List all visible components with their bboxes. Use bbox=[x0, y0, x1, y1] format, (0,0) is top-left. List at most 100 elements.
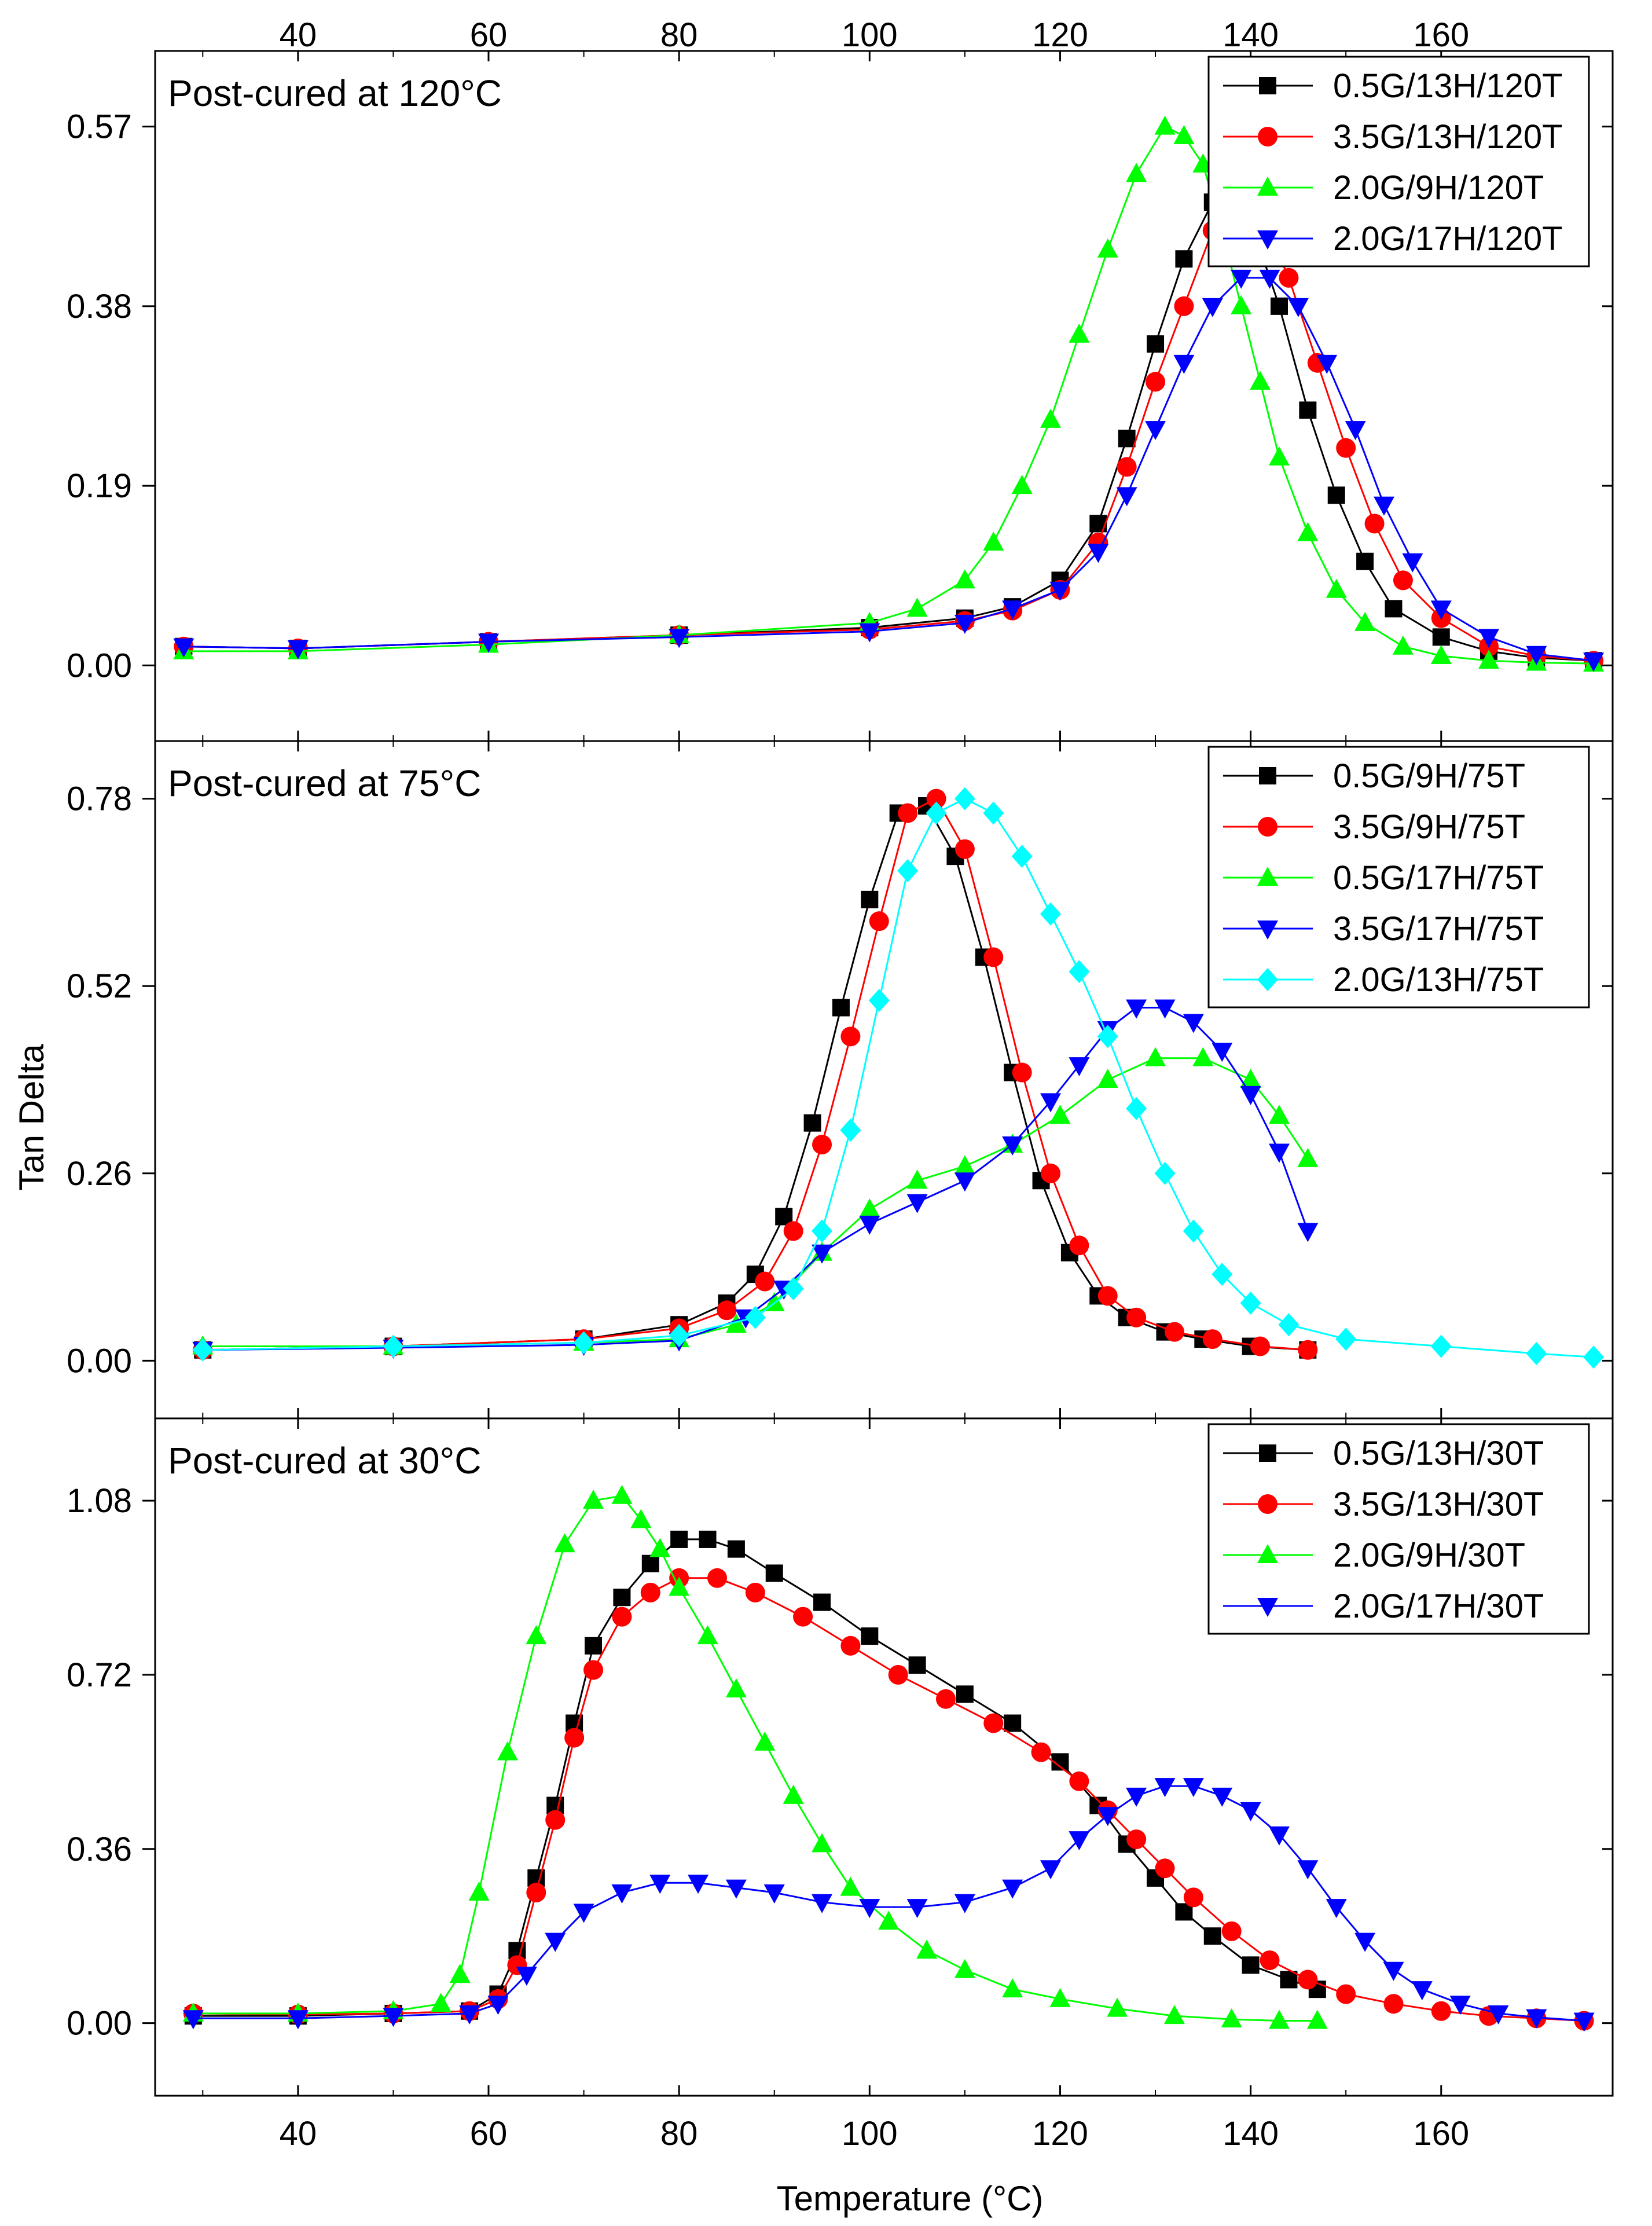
data-point bbox=[1069, 1057, 1090, 1077]
data-point bbox=[812, 1244, 833, 1264]
data-point bbox=[1268, 2009, 1290, 2029]
data-point bbox=[1041, 1163, 1061, 1183]
legend-marker bbox=[1257, 921, 1278, 940]
data-point bbox=[906, 597, 928, 617]
data-point bbox=[1126, 1829, 1147, 1850]
legend-marker bbox=[1257, 1598, 1278, 1617]
data-point bbox=[1202, 1329, 1223, 1349]
series-0.5G/13H/30T bbox=[184, 1530, 1326, 2025]
data-point bbox=[612, 1607, 632, 1627]
data-point bbox=[1049, 1105, 1071, 1124]
data-point bbox=[573, 1904, 594, 1923]
data-point bbox=[1126, 1097, 1147, 1120]
x-axis-title: Temperature (°C) bbox=[777, 2179, 1044, 2218]
data-point bbox=[1270, 297, 1288, 315]
data-point bbox=[497, 1741, 518, 1761]
data-point bbox=[793, 1607, 813, 1627]
x-tick-label: 160 bbox=[1413, 2115, 1469, 2152]
data-point bbox=[954, 569, 975, 589]
data-point bbox=[906, 1194, 928, 1213]
data-point bbox=[468, 1882, 490, 1901]
data-point bbox=[1336, 438, 1356, 458]
data-point bbox=[1012, 1062, 1032, 1083]
data-point bbox=[954, 614, 975, 634]
data-point bbox=[859, 1215, 880, 1235]
data-point bbox=[878, 1910, 900, 1930]
series-2.0G/17H/120T bbox=[173, 269, 1605, 672]
data-point bbox=[1089, 515, 1107, 533]
data-point bbox=[1287, 298, 1309, 317]
data-point bbox=[699, 1530, 717, 1548]
y-tick-label: 0.78 bbox=[67, 780, 132, 818]
data-point bbox=[1431, 2001, 1451, 2021]
data-point bbox=[383, 1334, 404, 1358]
data-point bbox=[1173, 124, 1195, 144]
data-point bbox=[670, 1530, 688, 1548]
data-point bbox=[765, 1564, 783, 1582]
data-point bbox=[906, 1899, 928, 1919]
legend-label: 0.5G/9H/75T bbox=[1333, 757, 1525, 795]
y-axis-title: Tan Delta bbox=[12, 1044, 51, 1191]
data-point bbox=[1573, 2012, 1595, 2032]
legend-label: 3.5G/13H/30T bbox=[1333, 1486, 1544, 1523]
data-point bbox=[803, 1114, 821, 1132]
x-tick-label: 120 bbox=[1032, 2115, 1088, 2152]
data-point bbox=[1297, 1223, 1319, 1242]
data-point bbox=[287, 2010, 309, 2030]
data-point bbox=[516, 1967, 537, 1986]
data-point bbox=[1393, 570, 1413, 591]
legend-label: 3.5G/13H/120T bbox=[1333, 118, 1563, 156]
series-line bbox=[193, 1577, 1584, 2022]
data-point bbox=[935, 1689, 956, 1709]
legend-label: 0.5G/13H/30T bbox=[1333, 1435, 1544, 1472]
data-point bbox=[1097, 1286, 1118, 1306]
data-point bbox=[649, 1875, 671, 1894]
data-point bbox=[697, 1625, 718, 1645]
data-point bbox=[954, 1155, 975, 1175]
data-point bbox=[926, 789, 946, 809]
legend-label: 0.5G/17H/75T bbox=[1333, 859, 1544, 897]
legend-label: 2.0G/17H/120T bbox=[1333, 220, 1563, 258]
data-point bbox=[812, 1833, 833, 1853]
data-point bbox=[725, 1314, 747, 1333]
data-point bbox=[812, 1135, 832, 1155]
data-point bbox=[1430, 1334, 1452, 1358]
y-tick-label: 0.00 bbox=[67, 647, 132, 684]
data-point bbox=[1183, 1887, 1203, 1908]
plot-layer: 40 60 80 100 120 140 160 0.00 0.19 0.38 0.57 Post-c… bbox=[67, 16, 1614, 2152]
data-point bbox=[583, 1490, 604, 1509]
data-point bbox=[840, 1026, 861, 1047]
data-point bbox=[487, 1996, 509, 2015]
data-point bbox=[1212, 1787, 1233, 1807]
data-point bbox=[583, 1660, 604, 1680]
data-point bbox=[640, 1582, 660, 1602]
data-point bbox=[1154, 999, 1176, 1019]
data-point bbox=[1383, 1961, 1404, 1981]
data-point bbox=[859, 1198, 880, 1218]
series-line bbox=[183, 125, 1594, 665]
data-point bbox=[1069, 1771, 1089, 1791]
data-point bbox=[1242, 1956, 1260, 1974]
data-point bbox=[1297, 522, 1319, 541]
data-point bbox=[1173, 354, 1195, 374]
legend-label: 0.5G/13H/120T bbox=[1333, 67, 1563, 105]
data-point bbox=[430, 1993, 451, 2012]
data-point bbox=[783, 1784, 804, 1804]
data-point bbox=[983, 947, 1004, 967]
top-axis-tick-label: 80 bbox=[660, 16, 698, 54]
data-point bbox=[669, 1323, 690, 1347]
y-tick-label: 0.72 bbox=[67, 1656, 132, 1694]
data-point bbox=[613, 1589, 631, 1607]
data-point bbox=[287, 640, 309, 659]
data-point bbox=[1383, 1994, 1404, 2014]
data-point bbox=[906, 1169, 928, 1189]
series-line bbox=[203, 1007, 1309, 1351]
data-point bbox=[1002, 1978, 1023, 1998]
data-point bbox=[717, 1300, 737, 1321]
data-point bbox=[755, 1271, 775, 1292]
data-point bbox=[926, 801, 947, 825]
top-axis-tick-label: 140 bbox=[1223, 16, 1279, 54]
data-point bbox=[1240, 1802, 1261, 1821]
legend-label: 2.0G/17H/30T bbox=[1333, 1587, 1544, 1625]
data-point bbox=[954, 787, 975, 811]
